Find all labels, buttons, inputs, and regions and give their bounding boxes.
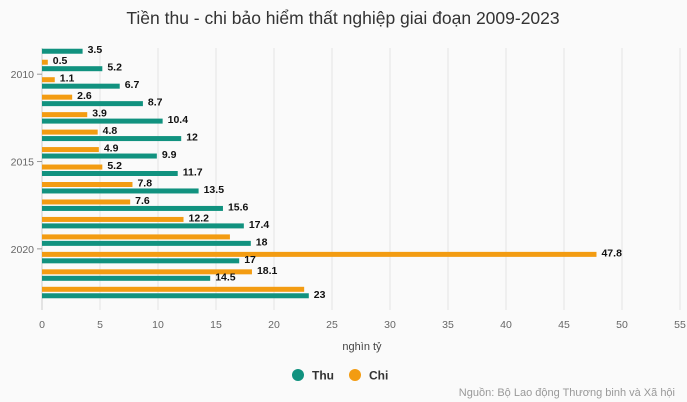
bar-thu-2020[interactable] — [42, 240, 251, 246]
bar-chi-2013[interactable] — [42, 129, 98, 135]
data-label: 18.1 — [257, 265, 278, 277]
legend-label-chi[interactable]: Chi — [369, 369, 388, 383]
grid — [41, 48, 681, 310]
data-label: 10.4 — [168, 114, 189, 126]
x-tick-label: 20 — [268, 319, 280, 331]
data-label: 7.8 — [137, 178, 152, 190]
data-label: 11.7 — [183, 167, 203, 179]
x-axis: 0 5 10 15 20 25 30 35 40 45 50 55 — [39, 319, 686, 331]
data-label: 2.6 — [77, 90, 92, 102]
bar-thu-2012[interactable] — [42, 101, 143, 107]
x-tick-label: 10 — [152, 319, 164, 331]
data-label: 7.6 — [135, 195, 150, 207]
bar-thu-2010[interactable] — [42, 66, 103, 72]
bar-thu-2022[interactable] — [42, 275, 211, 281]
data-label: 12.2 — [189, 212, 210, 224]
x-tick-label: 40 — [500, 319, 512, 331]
data-label: 12 — [186, 132, 198, 144]
legend: Thu Chi — [292, 369, 388, 383]
bar-thu-2019[interactable] — [42, 223, 244, 229]
bar-chi-2014[interactable] — [42, 147, 99, 153]
data-label: 18 — [256, 236, 268, 248]
data-label: 14.5 — [215, 271, 236, 283]
y-tick-label: 2010 — [11, 69, 35, 81]
bar-thu-2015[interactable] — [42, 153, 157, 159]
x-tick-label: 15 — [210, 319, 222, 331]
bar-thu-2013[interactable] — [42, 118, 163, 124]
data-label: 1.1 — [60, 73, 75, 85]
data-label: 0.5 — [53, 55, 68, 67]
data-label: 3.9 — [92, 108, 107, 120]
data-label: 15.6 — [228, 201, 249, 213]
bar-chi-2019[interactable] — [42, 234, 230, 240]
data-label: 4.8 — [103, 125, 118, 137]
bar-chi-2015[interactable] — [42, 164, 103, 170]
bar-thu-2018[interactable] — [42, 205, 223, 211]
y-tick-label: 2015 — [11, 157, 35, 169]
data-labels: 3.55.26.78.710.4129.911.713.515.617.4181… — [53, 44, 622, 301]
bar-chi-2009[interactable] — [42, 59, 48, 65]
data-label: 6.7 — [125, 79, 140, 91]
legend-label-thu[interactable]: Thu — [312, 369, 334, 383]
bar-chi-2022[interactable] — [42, 286, 305, 292]
bar-chi-2012[interactable] — [42, 112, 88, 118]
x-tick-label: 5 — [97, 319, 103, 331]
x-axis-title: nghìn tỷ — [342, 341, 382, 353]
bar-chi-2021[interactable] — [42, 269, 252, 275]
bar-thu-2016[interactable] — [42, 171, 178, 176]
legend-marker-thu[interactable] — [292, 369, 304, 381]
y-tick-label: 2020 — [11, 244, 35, 256]
x-tick-label: 30 — [384, 319, 396, 331]
source-note: Nguồn: Bộ Lao động Thương binh và Xã hội — [459, 387, 675, 399]
legend-marker-chi[interactable] — [349, 369, 361, 381]
bar-chi-2016[interactable] — [42, 182, 133, 187]
bar-chi-2010[interactable] — [42, 77, 55, 83]
data-label: 17.4 — [249, 219, 270, 231]
bar-thu-2014[interactable] — [42, 136, 182, 142]
data-label: 13.5 — [204, 184, 225, 196]
bar-thu-2009[interactable] — [42, 48, 83, 54]
x-tick-label: 45 — [558, 319, 570, 331]
data-label: 5.2 — [107, 160, 122, 172]
bar-thu-2017[interactable] — [42, 188, 199, 194]
x-tick-label: 50 — [616, 319, 628, 331]
chart-title: Tiền thu - chi bảo hiểm thất nghiệp giai… — [126, 8, 559, 28]
data-label: 3.5 — [88, 44, 103, 56]
x-tick-label: 55 — [674, 319, 686, 331]
bar-thu-2023[interactable] — [42, 293, 309, 299]
bar-chi-2020[interactable] — [42, 251, 597, 257]
bar-chi-2018[interactable] — [42, 216, 184, 222]
data-label: 23 — [314, 289, 326, 301]
data-label: 47.8 — [601, 247, 622, 259]
bar-thu-2011[interactable] — [42, 83, 120, 89]
x-tick-label: 0 — [39, 319, 45, 331]
data-label: 17 — [244, 254, 256, 266]
data-label: 9.9 — [162, 149, 177, 161]
x-tick-label: 35 — [442, 319, 454, 331]
data-label: 5.2 — [107, 62, 122, 74]
y-axis: 2010 2015 2020 — [11, 69, 42, 256]
bar-chi-2011[interactable] — [42, 94, 73, 100]
data-label: 4.9 — [104, 143, 119, 155]
bars — [42, 48, 597, 299]
bar-thu-2021[interactable] — [42, 258, 240, 264]
x-tick-label: 25 — [326, 319, 338, 331]
data-label: 8.7 — [148, 97, 163, 109]
bar-chi-2017[interactable] — [42, 199, 131, 205]
